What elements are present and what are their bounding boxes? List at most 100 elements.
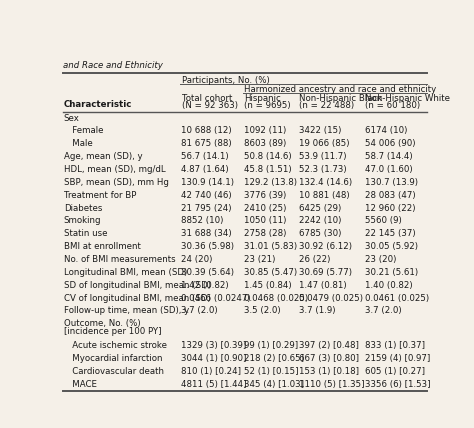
Text: 129.2 (13.8): 129.2 (13.8) (244, 178, 297, 187)
Text: 1.47 (0.81): 1.47 (0.81) (299, 281, 346, 290)
Text: 1050 (11): 1050 (11) (244, 217, 286, 226)
Text: Age, mean (SD), y: Age, mean (SD), y (64, 152, 142, 161)
Text: Non-Hispanic White: Non-Hispanic White (365, 94, 450, 103)
Text: 153 (1) [0.18]: 153 (1) [0.18] (299, 367, 359, 376)
Text: 1.42 (0.82): 1.42 (0.82) (181, 281, 229, 290)
Text: 30.36 (5.98): 30.36 (5.98) (181, 242, 234, 251)
Text: No. of BMI measurements: No. of BMI measurements (64, 255, 175, 264)
Text: 8852 (10): 8852 (10) (181, 217, 224, 226)
Text: 3.5 (2.0): 3.5 (2.0) (244, 306, 280, 315)
Text: Acute ischemic stroke: Acute ischemic stroke (64, 341, 167, 350)
Text: 50.8 (14.6): 50.8 (14.6) (244, 152, 292, 161)
Text: 218 (2) [0.65]: 218 (2) [0.65] (244, 354, 304, 363)
Text: 667 (3) [0.80]: 667 (3) [0.80] (299, 354, 359, 363)
Text: 397 (2) [0.48]: 397 (2) [0.48] (299, 341, 359, 350)
Text: 1329 (3) [0.39]: 1329 (3) [0.39] (181, 341, 246, 350)
Text: 2242 (10): 2242 (10) (299, 217, 341, 226)
Text: Myocardial infarction: Myocardial infarction (64, 354, 162, 363)
Text: 2758 (28): 2758 (28) (244, 229, 286, 238)
Text: 21 795 (24): 21 795 (24) (181, 204, 232, 213)
Text: 2159 (4) [0.97]: 2159 (4) [0.97] (365, 354, 430, 363)
Text: Participants, No. (%): Participants, No. (%) (182, 76, 270, 85)
Text: 3044 (1) [0.90]: 3044 (1) [0.90] (181, 354, 246, 363)
Text: (n = 9695): (n = 9695) (244, 101, 291, 110)
Text: 6785 (30): 6785 (30) (299, 229, 341, 238)
Text: 23 (20): 23 (20) (365, 255, 396, 264)
Text: 8603 (89): 8603 (89) (244, 140, 286, 149)
Text: (n = 60 180): (n = 60 180) (365, 101, 420, 110)
Text: 6174 (10): 6174 (10) (365, 127, 407, 136)
Text: 22 145 (37): 22 145 (37) (365, 229, 416, 238)
Text: 30.21 (5.61): 30.21 (5.61) (365, 268, 418, 277)
Text: and Race and Ethnicity: and Race and Ethnicity (63, 61, 163, 70)
Text: Longitudinal BMI, mean (SD): Longitudinal BMI, mean (SD) (64, 268, 187, 277)
Text: Outcome, No. (%): Outcome, No. (%) (64, 319, 140, 328)
Text: Statin use: Statin use (64, 229, 107, 238)
Text: 81 675 (88): 81 675 (88) (181, 140, 232, 149)
Text: 52.3 (1.73): 52.3 (1.73) (299, 165, 346, 174)
Text: 833 (1) [0.37]: 833 (1) [0.37] (365, 341, 425, 350)
Text: 3356 (6) [1.53]: 3356 (6) [1.53] (365, 380, 430, 389)
Text: Male: Male (64, 140, 92, 149)
Text: 52 (1) [0.15]: 52 (1) [0.15] (244, 367, 298, 376)
Text: MACE: MACE (64, 380, 97, 389)
Text: 47.0 (1.60): 47.0 (1.60) (365, 165, 412, 174)
Text: 23 (21): 23 (21) (244, 255, 275, 264)
Text: 1.40 (0.82): 1.40 (0.82) (365, 281, 412, 290)
Text: 2410 (25): 2410 (25) (244, 204, 286, 213)
Text: 345 (4) [1.03]: 345 (4) [1.03] (244, 380, 304, 389)
Text: 4.87 (1.64): 4.87 (1.64) (181, 165, 229, 174)
Text: 56.7 (14.1): 56.7 (14.1) (181, 152, 229, 161)
Text: 1092 (11): 1092 (11) (244, 127, 286, 136)
Text: 30.92 (6.12): 30.92 (6.12) (299, 242, 352, 251)
Text: 30.69 (5.77): 30.69 (5.77) (299, 268, 352, 277)
Text: 10 881 (48): 10 881 (48) (299, 191, 349, 200)
Text: Harmonized ancestry and race and ethnicity: Harmonized ancestry and race and ethnici… (245, 85, 437, 94)
Text: (N = 92 363): (N = 92 363) (182, 101, 237, 110)
Text: 130.9 (14.1): 130.9 (14.1) (181, 178, 234, 187)
Text: HDL, mean (SD), mg/dL: HDL, mean (SD), mg/dL (64, 165, 165, 174)
Text: Non-Hispanic Black: Non-Hispanic Black (299, 94, 383, 103)
Text: 26 (22): 26 (22) (299, 255, 330, 264)
Text: Characteristic: Characteristic (64, 100, 132, 110)
Text: 5560 (9): 5560 (9) (365, 217, 401, 226)
Text: Hispanic: Hispanic (244, 94, 281, 103)
Text: 0.0468 (0.025): 0.0468 (0.025) (244, 294, 308, 303)
Text: 31 688 (34): 31 688 (34) (181, 229, 232, 238)
Text: 132.4 (14.6): 132.4 (14.6) (299, 178, 352, 187)
Text: 3776 (39): 3776 (39) (244, 191, 286, 200)
Text: CV of longitudinal BMI, mean (SD): CV of longitudinal BMI, mean (SD) (64, 294, 210, 303)
Text: 810 (1) [0.24]: 810 (1) [0.24] (181, 367, 241, 376)
Text: 3.7 (2.0): 3.7 (2.0) (181, 306, 218, 315)
Text: SD of longitudinal BMI, mean (SD): SD of longitudinal BMI, mean (SD) (64, 281, 210, 290)
Text: 54 006 (90): 54 006 (90) (365, 140, 415, 149)
Text: 4811 (5) [1.44]: 4811 (5) [1.44] (181, 380, 246, 389)
Text: 28 083 (47): 28 083 (47) (365, 191, 416, 200)
Text: 19 066 (85): 19 066 (85) (299, 140, 349, 149)
Text: 1.45 (0.84): 1.45 (0.84) (244, 281, 292, 290)
Text: 3422 (15): 3422 (15) (299, 127, 341, 136)
Text: Sex: Sex (64, 114, 80, 123)
Text: 45.8 (1.51): 45.8 (1.51) (244, 165, 292, 174)
Text: 130.7 (13.9): 130.7 (13.9) (365, 178, 418, 187)
Text: BMI at enrollment: BMI at enrollment (64, 242, 140, 251)
Text: 30.85 (5.47): 30.85 (5.47) (244, 268, 297, 277)
Text: 3.7 (2.0): 3.7 (2.0) (365, 306, 401, 315)
Text: [incidence per 100 PY]: [incidence per 100 PY] (64, 327, 161, 336)
Text: 53.9 (11.7): 53.9 (11.7) (299, 152, 346, 161)
Text: 1110 (5) [1.35]: 1110 (5) [1.35] (299, 380, 364, 389)
Text: Treatment for BP: Treatment for BP (64, 191, 136, 200)
Text: 99 (1) [0.29]: 99 (1) [0.29] (244, 341, 298, 350)
Text: 10 688 (12): 10 688 (12) (181, 127, 232, 136)
Text: Follow-up time, mean (SD), y: Follow-up time, mean (SD), y (64, 306, 189, 315)
Text: 24 (20): 24 (20) (181, 255, 212, 264)
Text: Smoking: Smoking (64, 217, 101, 226)
Text: Female: Female (64, 127, 103, 136)
Text: 31.01 (5.83): 31.01 (5.83) (244, 242, 297, 251)
Text: (n = 22 488): (n = 22 488) (299, 101, 354, 110)
Text: 0.0466 (0.0247): 0.0466 (0.0247) (181, 294, 251, 303)
Text: 42 740 (46): 42 740 (46) (181, 191, 232, 200)
Text: 58.7 (14.4): 58.7 (14.4) (365, 152, 412, 161)
Text: Cardiovascular death: Cardiovascular death (64, 367, 164, 376)
Text: Diabetes: Diabetes (64, 204, 102, 213)
